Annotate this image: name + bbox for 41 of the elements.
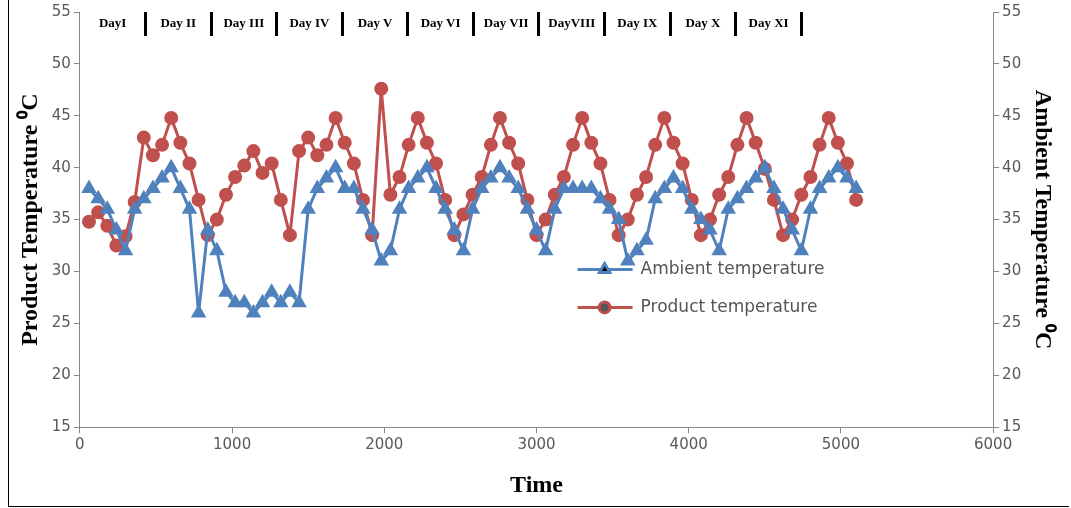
- x-tick-label: 6000: [974, 435, 1013, 454]
- y2-tick-label: 55: [1002, 1, 1022, 20]
- y2-axis-title: Ambient Temperature ⁰C: [1031, 89, 1058, 350]
- y-tick-label: 50: [51, 53, 71, 72]
- y2-tick-label: 20: [1002, 365, 1022, 384]
- y-axis-title: Product Temperature ⁰C: [15, 93, 42, 346]
- y2-tick-label: 45: [1002, 105, 1022, 124]
- annotation: DayVIII: [548, 15, 596, 31]
- x-tick-label: 2000: [365, 435, 404, 454]
- y2-tick-label: 25: [1002, 313, 1022, 332]
- annotation: DayI: [98, 15, 127, 31]
- y2-tick-label: 40: [1002, 157, 1022, 176]
- annotation: Day V: [357, 15, 394, 31]
- x-axis-title: Time: [510, 470, 564, 497]
- y-tick-label: 55: [51, 1, 71, 20]
- y2-tick-label: 30: [1002, 261, 1022, 280]
- x-tick-label: 0: [75, 435, 85, 454]
- annotation: Day II: [160, 15, 197, 31]
- annotation: Day III: [223, 15, 265, 31]
- x-tick-label: 5000: [821, 435, 860, 454]
- annotation: Day VII: [483, 15, 529, 31]
- y-tick-label: 45: [51, 105, 71, 124]
- y2-tick-label: 15: [1002, 417, 1022, 436]
- annotation: Day IX: [617, 15, 659, 31]
- x-tick-label: 3000: [517, 435, 556, 454]
- x-tick-label: 4000: [669, 435, 708, 454]
- y-tick-label: 35: [51, 209, 71, 228]
- y2-tick-label: 35: [1002, 209, 1022, 228]
- y-tick-label: 30: [51, 261, 71, 280]
- y-tick-label: 20: [51, 365, 71, 384]
- y-tick-label: 40: [51, 157, 71, 176]
- x-tick-label: 1000: [213, 435, 252, 454]
- annotation: Day IV: [289, 15, 331, 31]
- annotation: Day X: [685, 15, 722, 31]
- y-tick-label: 25: [51, 313, 71, 332]
- legend-label: Ambient temperature: [640, 257, 825, 278]
- legend-label: Product temperature: [640, 295, 818, 316]
- annotation: Day VI: [420, 15, 461, 31]
- y2-tick-label: 50: [1002, 53, 1022, 72]
- annotation: Day XI: [748, 15, 789, 31]
- y-tick-label: 15: [51, 417, 71, 436]
